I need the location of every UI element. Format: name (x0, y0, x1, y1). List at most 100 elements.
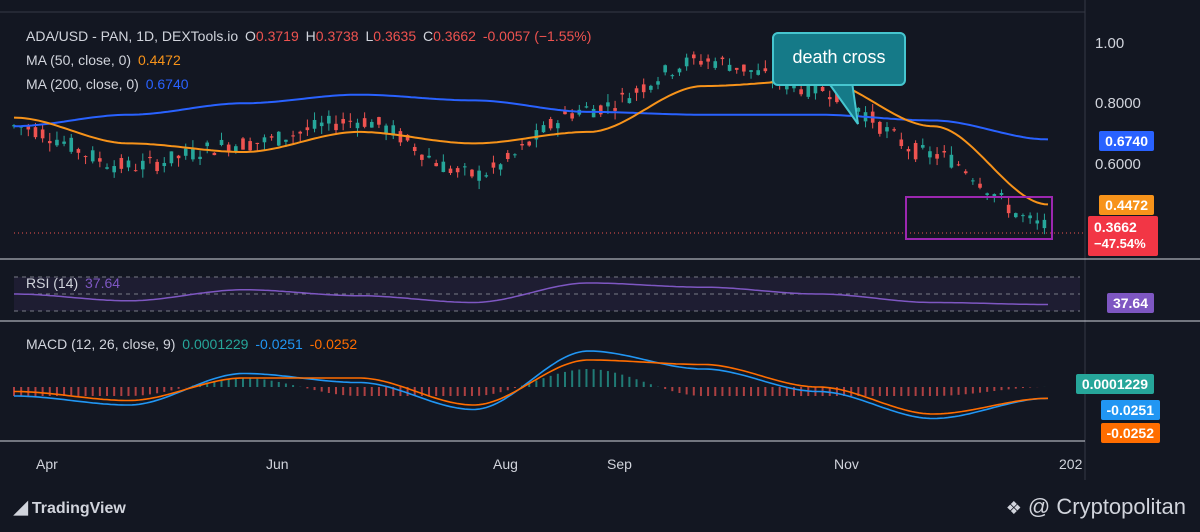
candle-body (341, 118, 345, 124)
ma200-line (14, 93, 1049, 141)
candle-body (334, 123, 338, 131)
candle-body (906, 148, 911, 152)
macd-hist-value: 0.0001229 (182, 336, 249, 352)
candle-body (534, 130, 539, 140)
candle-body (563, 110, 567, 115)
close-label: C (423, 28, 434, 44)
time-tick-aug: Aug (493, 456, 518, 472)
candle-body (627, 98, 632, 104)
candle-body (391, 125, 396, 136)
candle-body (498, 164, 503, 170)
candle-body (949, 154, 954, 168)
candle-body (763, 68, 768, 72)
ma50-legend[interactable]: MA (50, close, 0) 0.4472 (26, 52, 184, 69)
candle-body (806, 80, 811, 97)
candle-body (33, 127, 38, 138)
macd-line-value: -0.0251 (255, 336, 303, 352)
candle-body (734, 67, 739, 70)
candle-body (398, 131, 403, 143)
candle-body (90, 150, 95, 162)
candle-body (1028, 215, 1032, 219)
macd-legend[interactable]: MACD (12, 26, close, 9) 0.0001229 -0.025… (26, 336, 360, 353)
candle-body (520, 143, 524, 146)
cryptopolitan-text: @ Cryptopolitan (1027, 494, 1186, 519)
candle-body (634, 88, 639, 93)
candle-body (878, 121, 882, 134)
candle-body (641, 84, 646, 93)
candle-body (942, 150, 947, 153)
ma200-price-label: 0.6740 (1099, 131, 1154, 151)
candle-body (956, 164, 961, 166)
symbol-title: ADA/USD - PAN, 1D, DEXTools.io (26, 28, 239, 44)
candle-body (1035, 220, 1040, 224)
last-price-value: 0.3662 (1094, 219, 1137, 235)
candle-body (856, 107, 861, 112)
candle-body (548, 119, 553, 129)
candle-body (827, 97, 832, 100)
high-label: H (305, 28, 316, 44)
tradingview-logo[interactable]: ◢ TradingView (14, 497, 126, 518)
candle-body (477, 170, 481, 181)
candle-body (1013, 213, 1018, 218)
candle-body (749, 70, 753, 72)
candle-body (670, 75, 675, 77)
candle-body (169, 151, 174, 164)
candle-body (935, 154, 939, 159)
candle-body (55, 139, 59, 146)
candle-body (892, 129, 896, 131)
candle-body (212, 152, 217, 156)
candle-body (613, 108, 617, 111)
candle-body (684, 57, 689, 67)
candle-body (463, 166, 467, 168)
price-tick-2: 0.8000 (1095, 95, 1141, 112)
candle-body (69, 137, 74, 152)
rsi-value: 37.64 (85, 275, 121, 291)
price-tick-1: 1.00 (1095, 35, 1125, 52)
time-tick-nov: Nov (834, 456, 859, 472)
candle-body (26, 126, 31, 130)
candle-body (820, 86, 825, 91)
change-value: -0.0057 (−1.55%) (482, 28, 592, 44)
candle-body (992, 194, 997, 198)
candle-body (899, 139, 904, 147)
candle-body (656, 81, 660, 85)
tradingview-text: TradingView (31, 500, 126, 517)
rsi-line (14, 282, 1048, 306)
candle-body (176, 155, 181, 159)
candle-body (491, 162, 496, 168)
candle-body (606, 102, 610, 107)
macd-hist-label: 0.0001229 (1075, 374, 1154, 394)
candle-body (119, 158, 124, 169)
candle-body (327, 115, 331, 124)
candle-body (262, 137, 267, 143)
symbol-legend[interactable]: ADA/USD - PAN, 1D, DEXTools.io O0.3719 H… (26, 28, 594, 45)
candle-body (541, 125, 546, 133)
time-tick-apr: Apr (36, 456, 58, 472)
ma50-line (13, 79, 1049, 206)
ma200-legend[interactable]: MA (200, close, 0) 0.6740 (26, 76, 192, 93)
candle-body (40, 129, 45, 139)
candle-body (83, 156, 88, 158)
rsi-legend[interactable]: RSI (14) 37.64 (26, 275, 123, 292)
candle-body (405, 134, 410, 141)
candle-body (234, 146, 238, 152)
candle-body (226, 144, 231, 153)
candle-body (999, 192, 1004, 195)
macd-label: MACD (12, 26, close, 9) (26, 336, 176, 352)
ma200-label: MA (200, close, 0) (26, 76, 139, 92)
candle-body (756, 70, 760, 75)
candle-body (713, 61, 718, 68)
candles (12, 51, 1047, 235)
callout-pointer (826, 81, 859, 125)
candle-body (513, 154, 517, 156)
ma50-price-label: 0.4472 (1099, 195, 1154, 215)
candle-body (76, 149, 81, 153)
candle-body (355, 122, 360, 129)
candle-body (677, 68, 682, 73)
candle-body (112, 166, 116, 173)
candle-body (527, 141, 532, 146)
candle-body (706, 58, 710, 62)
candle-body (198, 156, 202, 160)
close-value: 0.3662 (433, 28, 476, 44)
